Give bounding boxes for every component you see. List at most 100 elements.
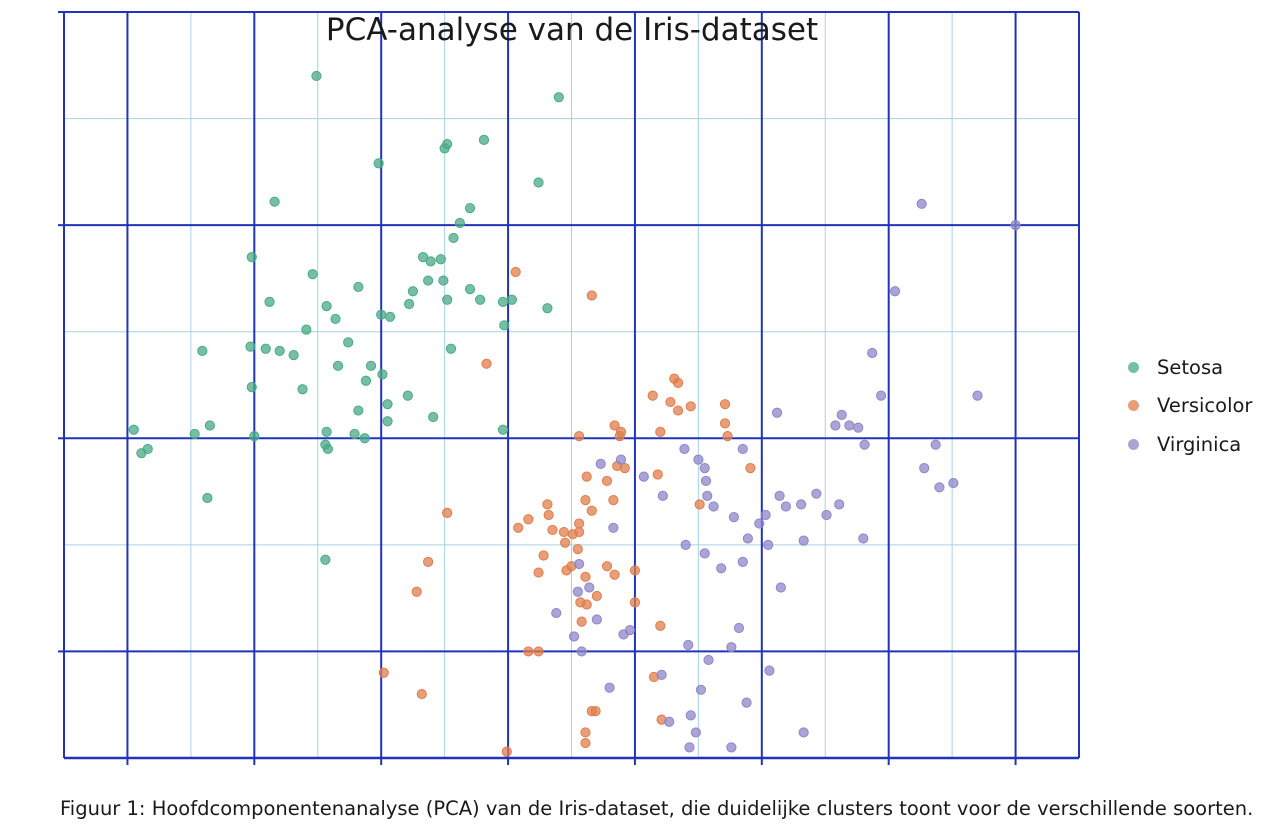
point-setosa xyxy=(246,252,257,263)
point-setosa xyxy=(246,382,257,393)
point-virginica xyxy=(702,490,713,501)
point-versicolor xyxy=(655,426,666,437)
point-virginica xyxy=(615,454,627,465)
point-versicolor xyxy=(442,507,453,518)
point-virginica xyxy=(551,607,562,619)
point-versicolor xyxy=(609,420,620,431)
point-virginica xyxy=(728,512,740,523)
point-versicolor xyxy=(591,590,602,602)
legend: Setosa Versicolor Virginica xyxy=(1128,348,1252,464)
point-setosa xyxy=(269,196,280,207)
point-virginica xyxy=(875,390,887,401)
point-setosa xyxy=(353,281,364,293)
point-virginica xyxy=(726,742,737,753)
point-versicolor xyxy=(608,494,619,506)
point-setosa xyxy=(404,298,415,310)
point-versicolor xyxy=(719,418,731,429)
point-versicolor xyxy=(560,537,571,548)
point-setosa xyxy=(382,399,393,410)
point-virginica xyxy=(638,471,649,482)
legend-swatch-virginica xyxy=(1128,438,1139,450)
point-virginica xyxy=(624,625,635,636)
point-setosa xyxy=(478,134,490,145)
point-setosa xyxy=(288,350,299,361)
point-versicolor xyxy=(745,463,756,474)
point-versicolor xyxy=(665,396,676,408)
point-setosa xyxy=(475,294,486,305)
point-setosa xyxy=(301,324,312,335)
point-virginica xyxy=(664,716,675,727)
point-virginica xyxy=(584,582,595,593)
legend-item-versicolor[interactable]: Versicolor xyxy=(1128,387,1252,426)
point-setosa xyxy=(384,311,396,322)
point-virginica xyxy=(656,669,667,680)
point-versicolor xyxy=(722,431,733,442)
point-setosa xyxy=(497,424,509,435)
point-setosa xyxy=(249,431,260,442)
point-virginica xyxy=(695,684,707,695)
point-setosa xyxy=(464,202,476,214)
point-virginica xyxy=(798,727,809,738)
point-virginica xyxy=(972,390,983,401)
point-versicolor xyxy=(575,597,586,608)
point-virginica xyxy=(796,499,807,510)
point-versicolor xyxy=(629,597,641,608)
point-virginica xyxy=(604,682,615,693)
point-virginica xyxy=(700,475,712,487)
point-versicolor xyxy=(619,463,630,474)
point-virginica xyxy=(699,548,710,559)
point-versicolor xyxy=(538,550,549,561)
point-versicolor xyxy=(580,571,591,582)
point-setosa xyxy=(202,492,213,504)
point-setosa xyxy=(320,439,331,450)
point-setosa xyxy=(321,426,332,437)
point-setosa xyxy=(359,433,370,444)
point-versicolor xyxy=(576,616,587,627)
point-virginica xyxy=(574,558,585,570)
point-versicolor xyxy=(574,518,585,529)
point-virginica xyxy=(763,539,774,550)
point-virginica xyxy=(821,509,832,521)
point-versicolor xyxy=(423,556,434,568)
point-virginica xyxy=(811,488,822,499)
point-setosa xyxy=(365,360,377,371)
point-virginica xyxy=(741,697,752,708)
point-virginica xyxy=(726,642,737,653)
point-virginica xyxy=(708,501,719,512)
point-setosa xyxy=(445,343,457,354)
point-versicolor xyxy=(547,524,558,536)
legend-item-virginica[interactable]: Virginica xyxy=(1128,425,1252,464)
point-setosa xyxy=(204,420,216,431)
point-virginica xyxy=(683,639,694,651)
point-virginica xyxy=(657,490,668,501)
point-versicolor xyxy=(523,646,534,657)
point-versicolor xyxy=(629,565,641,576)
point-setosa xyxy=(349,428,360,440)
point-virginica xyxy=(834,499,845,510)
point-setosa xyxy=(311,70,322,82)
point-setosa xyxy=(197,345,208,356)
point-setosa xyxy=(497,296,509,307)
point-versicolor xyxy=(416,688,427,700)
point-setosa xyxy=(542,303,553,314)
point-versicolor xyxy=(694,499,705,510)
point-virginica xyxy=(780,501,792,512)
point-setosa xyxy=(353,405,364,416)
point-setosa xyxy=(189,428,200,440)
point-virginica xyxy=(934,482,945,493)
point-virginica xyxy=(760,509,771,521)
chart-title: PCA-analyse van de Iris-dataset xyxy=(325,12,819,48)
point-setosa xyxy=(260,343,271,354)
point-versicolor xyxy=(586,290,597,301)
point-setosa xyxy=(360,375,372,386)
legend-item-setosa[interactable]: Setosa xyxy=(1128,348,1252,387)
point-virginica xyxy=(930,439,941,450)
point-virginica xyxy=(679,443,690,455)
point-setosa xyxy=(454,217,465,229)
point-setosa xyxy=(417,252,429,263)
point-versicolor xyxy=(481,358,492,369)
legend-label-versicolor: Versicolor xyxy=(1157,394,1253,418)
point-setosa xyxy=(425,256,436,267)
point-virginica xyxy=(844,420,855,431)
legend-label-setosa: Setosa xyxy=(1157,355,1224,379)
